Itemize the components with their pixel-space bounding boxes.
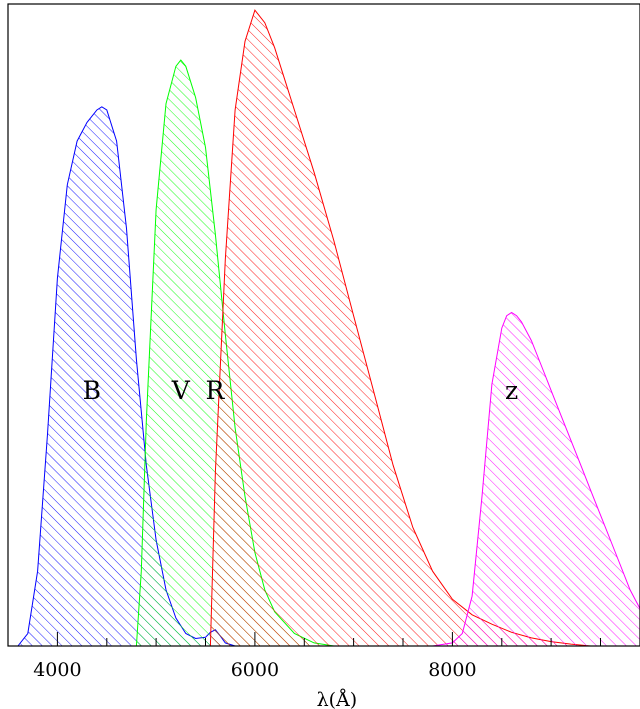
- band-label-B: B: [83, 376, 101, 405]
- series-z-line: [432, 311, 640, 647]
- x-tick-label: 8000: [428, 659, 476, 681]
- band-label-V: V: [171, 376, 191, 405]
- series-R-area: [210, 10, 591, 646]
- series-z-area: [432, 312, 640, 646]
- band-label-R: R: [205, 376, 225, 405]
- x-tick-label: 4000: [33, 659, 81, 681]
- series-B-area: [17, 106, 236, 647]
- series-V-area: [136, 60, 334, 647]
- series-layer: [17, 9, 640, 647]
- x-axis: 4000 6000 8000: [7, 632, 601, 681]
- x-axis-label: λ(Å): [317, 689, 358, 709]
- plot-frame: [7, 3, 640, 647]
- x-tick-label: 6000: [231, 659, 279, 681]
- band-label-z: z: [505, 376, 518, 405]
